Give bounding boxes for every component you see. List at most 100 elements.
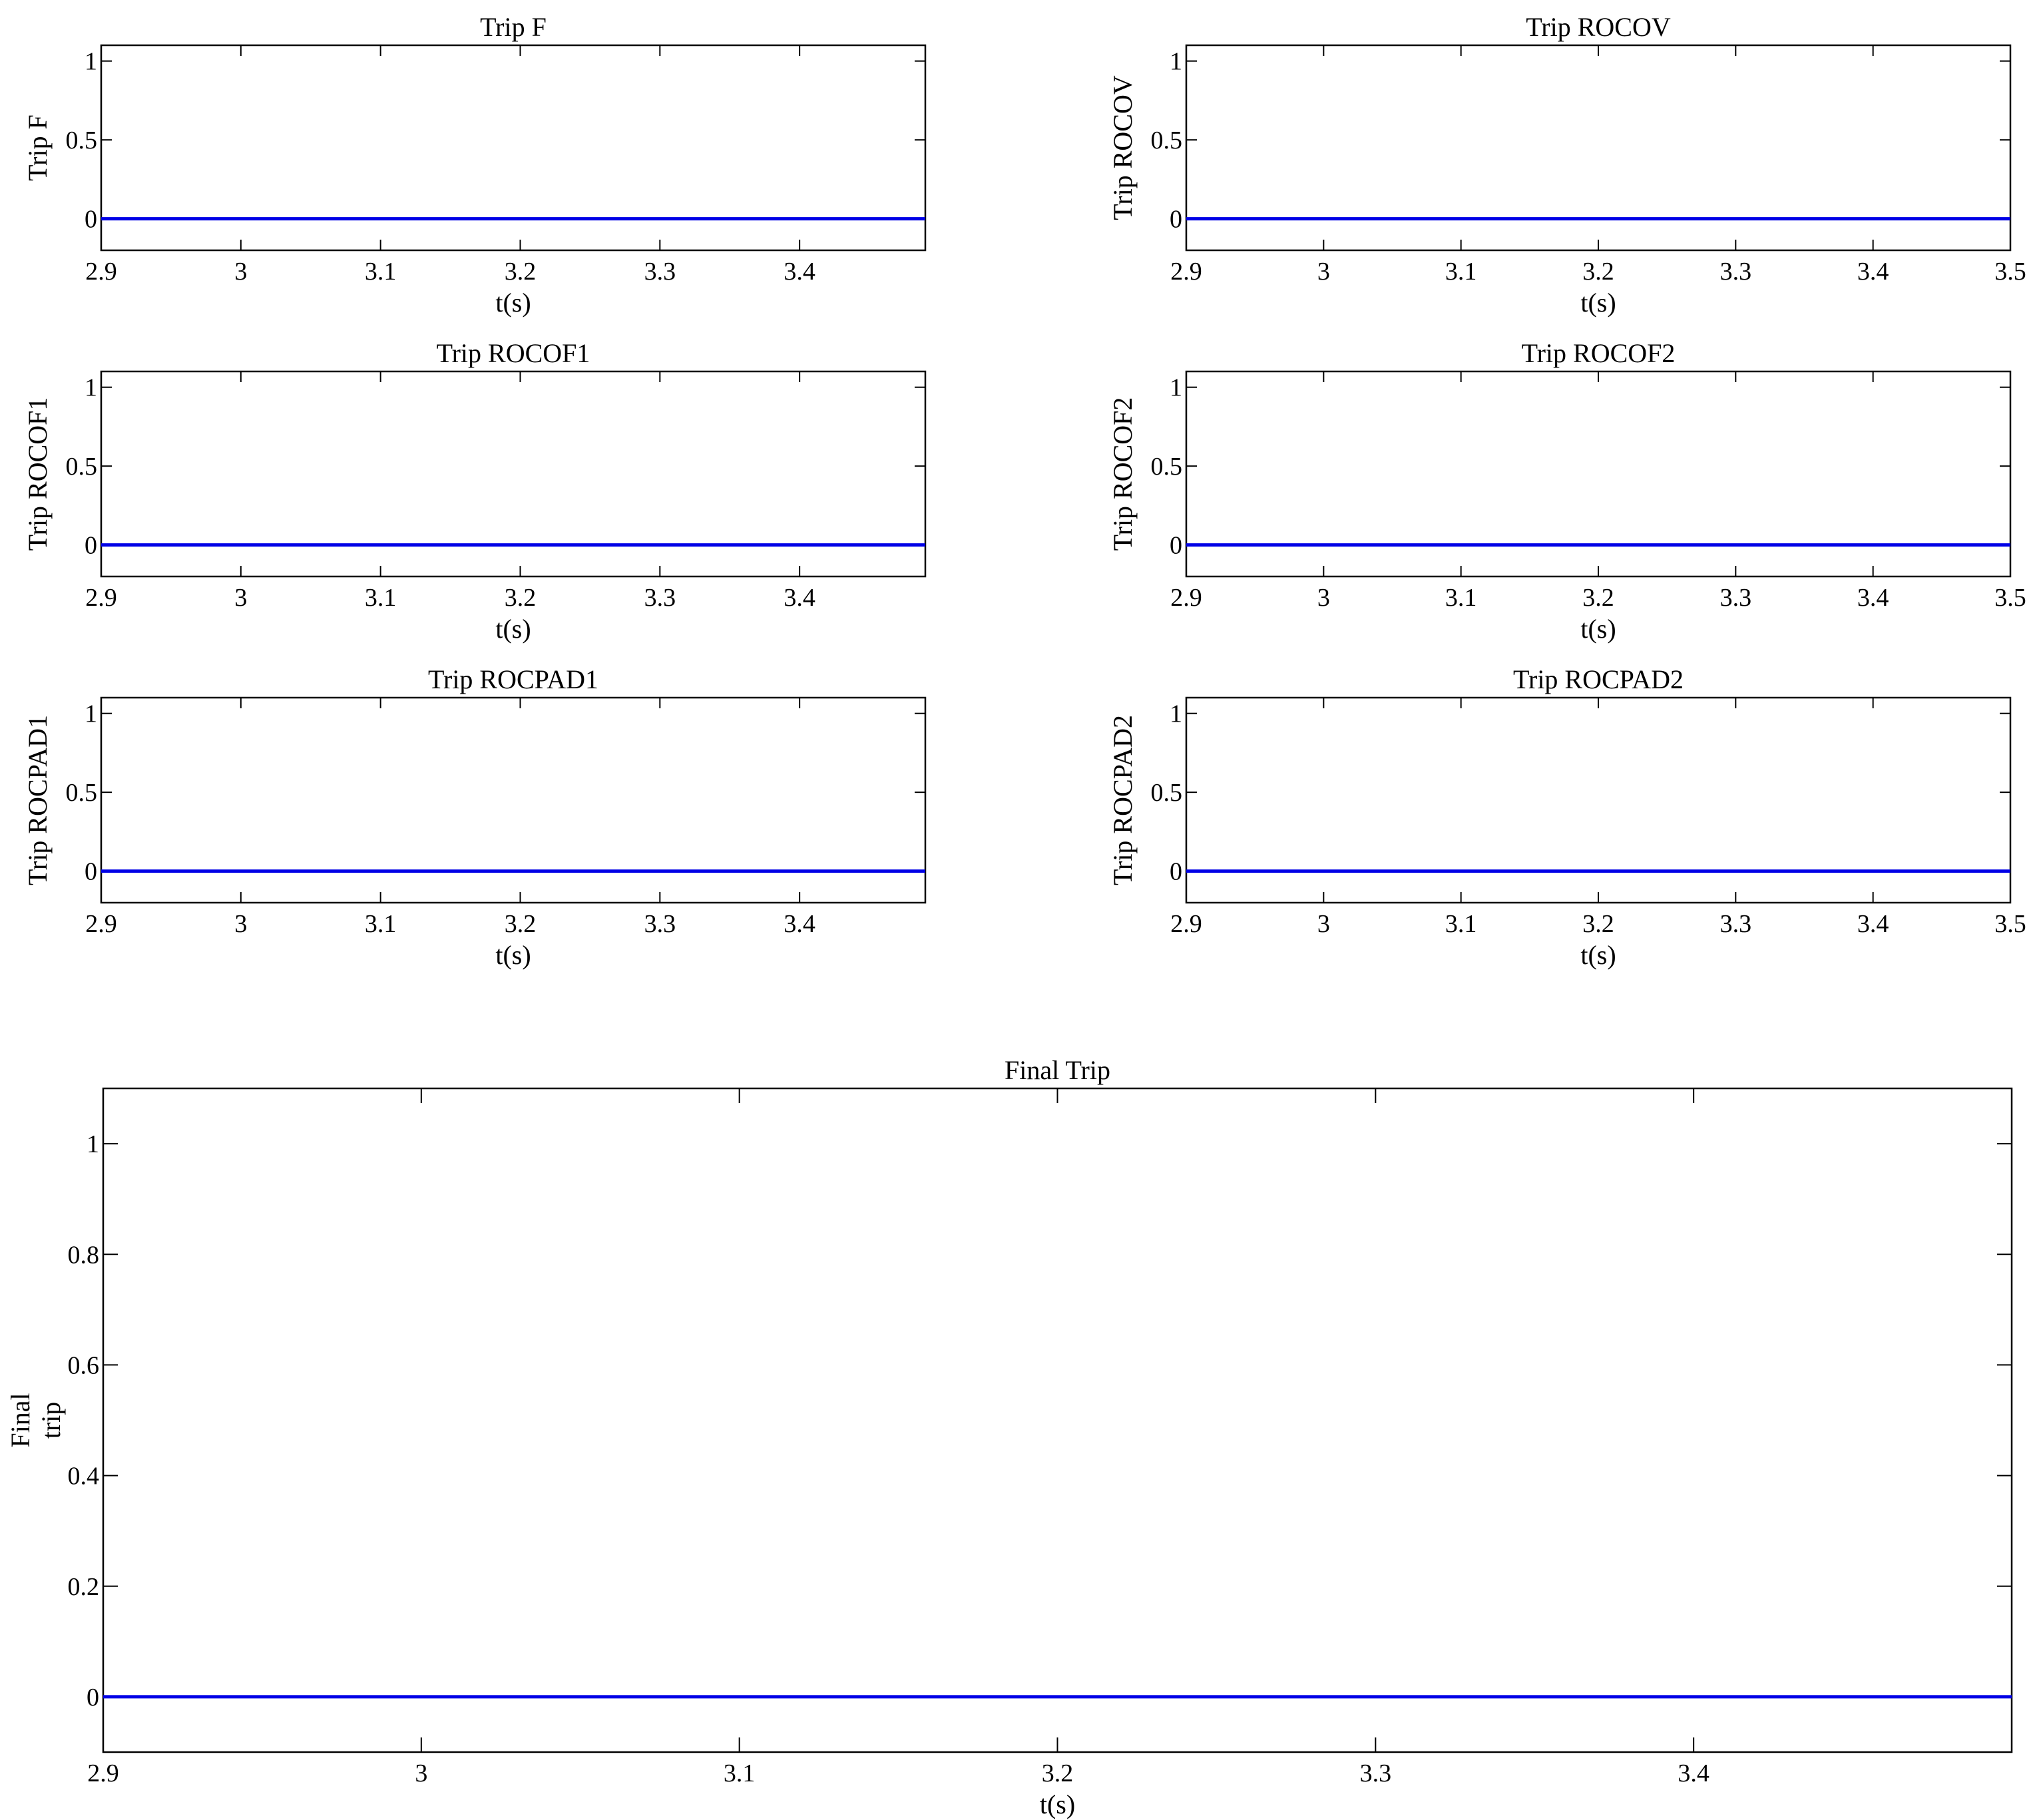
plot-frame (102, 1087, 2013, 1753)
chart-panel-7: Final Trip 2.9 3 3.1 3.2 3.3 3.4 0 0.2 0.4 0.6 0.8 1… (5, 1055, 2013, 1819)
x-tick-label: 3.3 (644, 258, 676, 286)
x-tick-label: 3.4 (784, 258, 815, 286)
y-tick-label: 0.2 (68, 1573, 100, 1601)
x-tick-label: 3.1 (365, 910, 397, 938)
y-tick-label: 0.5 (66, 453, 98, 481)
x-axis-label: t(s) (1580, 940, 1616, 970)
x-tick-label: 3.3 (644, 584, 676, 612)
x-tick-label: 3.2 (1582, 910, 1614, 938)
y-axis-label: Trip ROCPAD1 (23, 715, 53, 885)
y-tick-label: 0.5 (1151, 126, 1183, 154)
x-tick-label: 3.4 (1857, 584, 1889, 612)
chart-panel-4: Trip ROCOF2 2.9 3 3.1 3.2 3.3 3.4 3.5 0 0.5 1 t(s) T… (1108, 338, 2026, 644)
y-tick-label: 0 (85, 206, 97, 234)
x-tick-label: 3.2 (505, 910, 537, 938)
x-tick-label: 3 (415, 1759, 427, 1787)
y-tick-label: 0.5 (66, 779, 98, 807)
y-axis-label: Trip ROCOF1 (23, 397, 53, 551)
plot-frame (100, 370, 927, 578)
y-tick-label: 0 (85, 532, 97, 560)
chart-panel-2: Trip ROCOV 2.9 3 3.1 3.2 3.3 3.4 3.5 0 0.5 1 t(s) Tr… (1108, 12, 2026, 318)
x-tick-label: 3.3 (1720, 910, 1752, 938)
x-tick-label: 3.3 (1720, 584, 1752, 612)
plot-frame (100, 44, 927, 252)
x-axis-label: t(s) (495, 940, 531, 970)
x-tick-label: 3.1 (1445, 258, 1477, 286)
y-axis-label: Trip F (23, 114, 53, 181)
chart-panel-6: Trip ROCPAD2 2.9 3 3.1 3.2 3.3 3.4 3.5 0 0.5 1 t(s)… (1108, 664, 2026, 970)
x-tick-label: 3 (234, 258, 247, 286)
x-tick-label: 3.3 (1360, 1759, 1392, 1787)
x-tick-label: 2.9 (85, 910, 117, 938)
x-tick-label: 3 (1317, 910, 1330, 938)
x-tick-label: 3.1 (1445, 910, 1477, 938)
y-tick-label: 0.5 (1151, 453, 1183, 481)
chart-title: Trip ROCOV (1526, 12, 1671, 42)
y-axis-label: Trip ROCOV (1108, 75, 1138, 220)
y-tick-label: 0 (87, 1684, 99, 1711)
x-tick-label: 3 (1317, 258, 1330, 286)
chart-panel-5: Trip ROCPAD1 2.9 3 3.1 3.2 3.3 3.4 0 0.5 1 t(s) Tri… (23, 664, 927, 970)
x-tick-label: 2.9 (1170, 258, 1202, 286)
y-tick-label: 1 (85, 374, 97, 402)
x-tick-label: 3.4 (1678, 1759, 1709, 1787)
x-axis-label: t(s) (495, 288, 531, 318)
x-tick-label: 2.9 (1170, 584, 1202, 612)
x-tick-label: 3.1 (365, 584, 397, 612)
chart-panel-3: Trip ROCOF1 2.9 3 3.1 3.2 3.3 3.4 0 0.5 1 t(s) Trip… (23, 338, 927, 644)
chart-title: Trip ROCOF1 (437, 338, 590, 368)
x-tick-label: 3.4 (1857, 910, 1889, 938)
chart-title: Trip ROCPAD1 (428, 664, 598, 694)
x-tick-label: 3.2 (505, 258, 537, 286)
x-tick-label: 3.4 (784, 910, 815, 938)
y-tick-label: 0.5 (1151, 779, 1183, 807)
chart-title: Trip ROCOF2 (1522, 338, 1676, 368)
chart-panel-1: Trip F 2.9 3 3.1 3.2 3.3 3.4 0 0.5 1 t(s) Trip F (23, 12, 927, 318)
y-axis-label: trip (36, 1402, 66, 1439)
y-tick-label: 0 (85, 858, 97, 886)
x-tick-label: 3 (234, 910, 247, 938)
x-tick-label: 2.9 (85, 584, 117, 612)
x-tick-label: 2.9 (1170, 910, 1202, 938)
y-tick-label: 0 (1170, 858, 1182, 886)
x-tick-label: 3 (234, 584, 247, 612)
x-tick-label: 3.2 (1042, 1759, 1074, 1787)
y-tick-label: 0 (1170, 532, 1182, 560)
y-tick-label: 0.8 (68, 1241, 100, 1269)
y-tick-label: 0 (1170, 206, 1182, 234)
chart-title: Final Trip (1005, 1055, 1110, 1085)
x-tick-label: 2.9 (87, 1759, 119, 1787)
x-tick-label: 3.5 (1994, 258, 2026, 286)
x-tick-label: 3 (1317, 584, 1330, 612)
y-tick-label: 1 (85, 48, 97, 76)
x-tick-label: 3.3 (644, 910, 676, 938)
y-tick-label: 0.6 (68, 1351, 100, 1379)
x-tick-label: 3.1 (1445, 584, 1477, 612)
y-tick-label: 1 (1170, 48, 1182, 76)
y-tick-label: 1 (1170, 374, 1182, 402)
x-tick-label: 3.3 (1720, 258, 1752, 286)
y-axis-label: Trip ROCPAD2 (1108, 715, 1138, 885)
x-tick-label: 3.5 (1994, 910, 2026, 938)
x-tick-label: 3.1 (365, 258, 397, 286)
x-tick-label: 3.5 (1994, 584, 2026, 612)
x-axis-label: t(s) (495, 614, 531, 644)
y-tick-label: 1 (87, 1130, 99, 1158)
x-axis-label: t(s) (1580, 614, 1616, 644)
plot-frame (100, 696, 927, 904)
x-tick-label: 2.9 (85, 258, 117, 286)
y-axis-label: Trip ROCOF2 (1108, 397, 1138, 551)
x-axis-label: t(s) (1040, 1789, 1075, 1819)
x-tick-label: 3.4 (1857, 258, 1889, 286)
x-tick-label: 3.1 (724, 1759, 756, 1787)
y-tick-label: 1 (85, 700, 97, 728)
x-tick-label: 3.2 (1582, 584, 1614, 612)
y-axis-label: Final (5, 1393, 35, 1447)
x-tick-label: 3.4 (784, 584, 815, 612)
x-axis-label: t(s) (1580, 288, 1616, 318)
x-tick-label: 3.2 (505, 584, 537, 612)
chart-title: Trip F (480, 12, 547, 42)
y-tick-label: 0.5 (66, 126, 98, 154)
y-tick-label: 0.4 (68, 1463, 100, 1490)
